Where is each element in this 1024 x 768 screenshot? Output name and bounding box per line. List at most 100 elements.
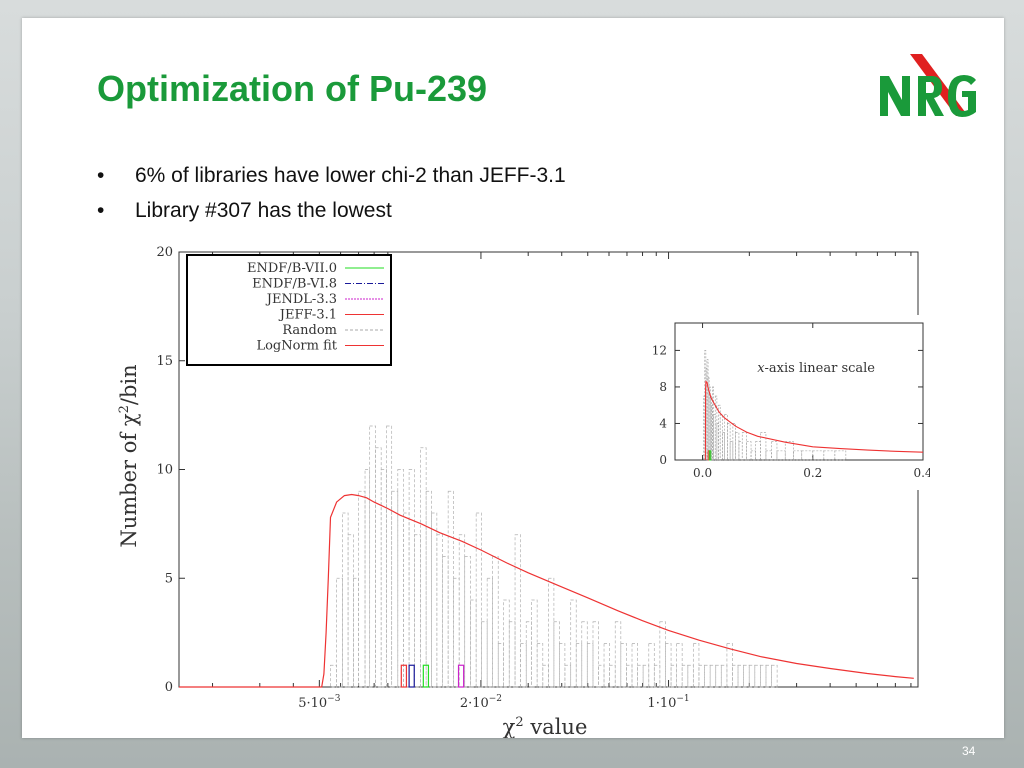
y-tick-label: 0 — [165, 680, 173, 695]
inset-fit-curve — [704, 380, 924, 461]
inset-random-bin-bar — [706, 359, 709, 461]
bullet-text: Library #307 has the lowest — [135, 199, 392, 222]
inset-y-tick-label: 4 — [659, 416, 667, 430]
random-bin-bar — [564, 664, 572, 688]
random-bin-bar — [342, 512, 349, 688]
inset-library-marker — [708, 450, 712, 461]
inset-random-bin-bar — [735, 432, 740, 461]
bullet-text: 6% of libraries have lower chi-2 than JE… — [135, 164, 566, 187]
inset-y-tick-label: 0 — [659, 453, 667, 467]
inset-random-bin-bar — [755, 441, 761, 461]
inset-random-bin-bar — [714, 395, 718, 461]
chi2-histogram-chart: 0 5 10 15 20 5·10−3 2·10−2 1·10−1 0 4 8 12 0.0 0.2 0.… — [117, 245, 930, 738]
random-bin-bar — [581, 621, 588, 688]
random-bin-bar — [570, 599, 577, 688]
random-bin-bar — [464, 556, 471, 688]
inset-annotation: x-axis linear scale — [757, 361, 875, 376]
random-bin-bar — [358, 490, 366, 688]
random-bin-bar — [397, 469, 404, 688]
inset-random-bin-bar — [713, 414, 716, 461]
random-bin-bar — [704, 664, 711, 688]
x-axis-label: χ2 value — [503, 715, 588, 738]
random-bin-bar — [531, 599, 538, 688]
slide-number: 34 — [962, 744, 976, 758]
inset-x-tick-label: 0.0 — [693, 466, 712, 480]
library-marker-bar — [457, 664, 465, 688]
legend-label: ENDF/B-VII.0 — [247, 261, 337, 276]
bullet-dot: • — [97, 164, 105, 187]
random-bin-bar — [698, 664, 705, 688]
inset-x-tick-label: 0.4 — [913, 466, 930, 480]
random-bin-bar — [508, 621, 516, 688]
random-bin-bar — [592, 621, 599, 688]
random-bin-bar — [481, 621, 488, 688]
random-bin-bar — [765, 664, 772, 688]
random-bin-bar — [391, 490, 399, 688]
legend-label: Random — [282, 323, 337, 338]
y-tick-label: 15 — [156, 354, 173, 369]
inset-random-bin-bar — [746, 441, 752, 461]
random-bin-bar — [676, 643, 683, 688]
random-bin-bar — [760, 664, 767, 688]
inset-random-bin-bar — [784, 441, 794, 461]
bullet-item: • Library #307 has the lowest — [97, 197, 566, 232]
inset-random-bin-bar — [712, 386, 714, 461]
legend-box — [186, 254, 392, 366]
lognorm-fit-curve — [179, 493, 914, 688]
bullet-dot: • — [97, 199, 105, 222]
random-bin-bar — [737, 664, 744, 688]
random-bin-bar — [715, 664, 722, 688]
random-bin-bar — [726, 643, 733, 688]
y-tick-label: 5 — [165, 571, 173, 586]
random-bin-bar — [380, 469, 387, 688]
inset-random-bin-bar — [765, 450, 772, 461]
random-bin-bar — [492, 556, 499, 688]
legend-label: JENDL-3.3 — [265, 292, 337, 307]
random-bin-bar — [754, 664, 761, 688]
random-bin-bar — [470, 599, 477, 688]
random-bin-bar — [681, 664, 689, 688]
x-tick-label: 2·10−2 — [460, 694, 502, 711]
random-bin-bar — [497, 643, 504, 688]
inset-x-tick-label: 0.2 — [803, 466, 822, 480]
x-tick-label: 1·10−1 — [647, 694, 689, 711]
inset-y-tick-label: 12 — [652, 343, 667, 357]
random-bin-bar — [486, 577, 493, 688]
random-bin-bar — [525, 621, 532, 688]
legend: ENDF/B-VII.0ENDF/B-VI.8JENDL-3.3JEFF-3.1… — [186, 254, 392, 366]
page-title: Optimization of Pu-239 — [97, 68, 488, 109]
bullet-item: • 6% of libraries have lower chi-2 than … — [97, 162, 566, 197]
inset-random-bin-bar — [741, 432, 747, 461]
random-bin-bar — [743, 664, 750, 688]
random-bin-bar — [364, 469, 371, 688]
random-bin-bar — [603, 643, 610, 688]
nrg-logo — [880, 54, 976, 117]
random-bin-bar — [771, 664, 778, 688]
random-bin-bar — [637, 664, 644, 688]
random-bin-bar — [336, 577, 343, 688]
bullet-list: • 6% of libraries have lower chi-2 than … — [97, 162, 566, 232]
random-bin-bar — [614, 621, 622, 688]
random-bin-bar — [353, 577, 359, 688]
random-bin-bar — [732, 664, 739, 688]
random-bin-bar — [709, 664, 717, 688]
y-tick-label: 20 — [156, 245, 173, 260]
inset-plot-frame — [674, 322, 924, 461]
inset-random-bin-bar — [776, 450, 786, 461]
inset-random-bin-bar — [738, 441, 743, 461]
y-axis-label: Number of χ2/bin — [117, 364, 141, 547]
inset-random-bin-bar — [732, 423, 736, 461]
legend-label: JEFF-3.1 — [278, 308, 337, 323]
inset-random-bin-bar — [834, 450, 847, 461]
inset-y-tick-label: 8 — [659, 380, 667, 394]
library-marker-bar — [408, 664, 415, 688]
random-bin-bar — [447, 490, 454, 688]
legend-label: ENDF/B-VI.8 — [252, 277, 337, 292]
random-bin-bar — [503, 599, 510, 688]
inset-random-bin-bar — [716, 423, 719, 461]
random-bin-bar — [386, 425, 393, 688]
inset-random-bin-bar — [760, 432, 767, 461]
random-bin-bar — [748, 664, 756, 688]
random-bin-bar — [665, 643, 672, 688]
inset-random-bin-bar — [704, 350, 707, 461]
